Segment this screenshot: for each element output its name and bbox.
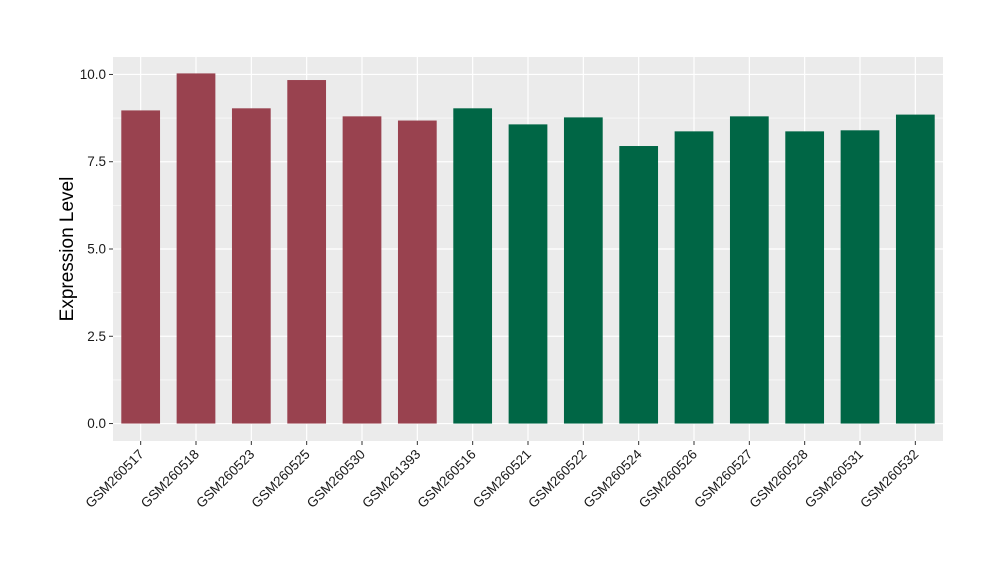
x-tick-label: GSM260522 <box>525 447 589 511</box>
x-tick-label: GSM260523 <box>193 447 257 511</box>
bar-GSM260524 <box>619 146 659 424</box>
x-tick-label: GSM260516 <box>415 447 479 511</box>
x-tick-label: GSM260532 <box>857 447 921 511</box>
bar-GSM260518 <box>176 73 216 424</box>
bar-GSM260521 <box>508 124 548 424</box>
y-tick-label: 5.0 <box>87 242 106 257</box>
bar-GSM260530 <box>342 116 382 424</box>
x-tick-label: GSM260528 <box>747 447 811 511</box>
bars-group <box>121 73 935 424</box>
x-tick-label: GSM260518 <box>138 447 202 511</box>
bar-GSM260522 <box>563 117 603 424</box>
bar-GSM260532 <box>895 114 935 424</box>
x-tick-label: GSM260531 <box>802 447 866 511</box>
x-tick-label: GSM260527 <box>691 447 755 511</box>
x-tick-label: GSM260526 <box>636 447 700 511</box>
bar-GSM260528 <box>785 131 825 424</box>
bar-GSM260527 <box>729 116 769 424</box>
y-tick-label: 0.0 <box>87 416 106 431</box>
y-tick-label: 10.0 <box>80 67 106 82</box>
x-tick-label: GSM260525 <box>249 447 313 511</box>
bar-GSM260525 <box>287 80 327 424</box>
y-axis: 0.0 2.5 5.0 7.5 10.0 <box>80 67 113 431</box>
y-tick-label: 2.5 <box>87 329 106 344</box>
x-axis: GSM260517GSM260518GSM260523GSM260525GSM2… <box>83 441 921 511</box>
y-tick-label: 7.5 <box>87 154 106 169</box>
x-tick-label: GSM260521 <box>470 447 534 511</box>
bar-GSM260526 <box>674 131 714 424</box>
x-tick-label: GSM260530 <box>304 447 368 511</box>
bar-GSM260523 <box>231 108 271 424</box>
x-tick-label: GSM260517 <box>83 447 147 511</box>
y-axis-title: Expression Level <box>57 177 78 322</box>
bar-GSM261393 <box>397 120 437 424</box>
x-tick-label: GSM261393 <box>359 447 423 511</box>
bar-GSM260531 <box>840 130 880 424</box>
bar-GSM260516 <box>453 108 493 424</box>
bar-GSM260517 <box>121 110 161 424</box>
